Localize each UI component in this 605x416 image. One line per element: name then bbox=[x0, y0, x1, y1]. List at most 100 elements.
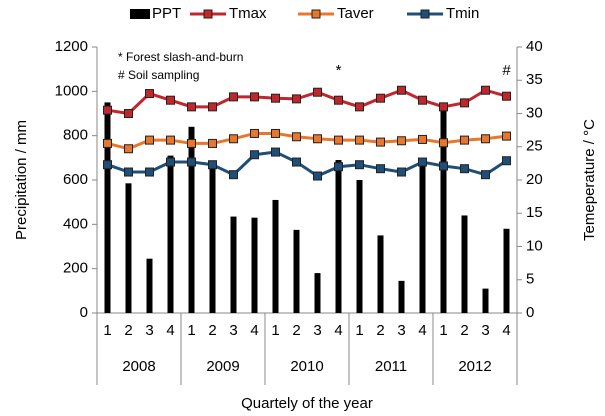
bar bbox=[377, 235, 384, 313]
marker bbox=[502, 131, 511, 141]
legend-label: PPT bbox=[152, 5, 181, 22]
marker bbox=[418, 95, 427, 105]
marker bbox=[145, 89, 154, 99]
marker bbox=[166, 157, 175, 167]
y2-tick-label: 0 bbox=[526, 304, 534, 321]
bar bbox=[314, 273, 321, 313]
marker bbox=[292, 157, 301, 167]
x-axis-title: Quartely of the year bbox=[241, 395, 373, 412]
marker bbox=[208, 160, 217, 170]
marker bbox=[502, 156, 511, 166]
marker bbox=[376, 137, 385, 147]
legend-label: Tmin bbox=[446, 5, 479, 22]
bar bbox=[461, 215, 468, 313]
y2-tick-label: 20 bbox=[526, 171, 543, 188]
bar bbox=[356, 180, 363, 313]
legend-label: Tmax bbox=[229, 5, 267, 22]
marker bbox=[481, 170, 490, 180]
bar bbox=[440, 104, 447, 313]
y2-tick-label: 10 bbox=[526, 237, 543, 254]
marker bbox=[124, 167, 133, 177]
marker bbox=[229, 134, 238, 144]
marker bbox=[187, 102, 196, 112]
marker bbox=[439, 138, 448, 148]
y2-tick-label: 30 bbox=[526, 104, 543, 121]
marker bbox=[397, 136, 406, 146]
marker bbox=[481, 85, 490, 95]
group-label: 2011 bbox=[375, 358, 407, 375]
y2-tick-label: 25 bbox=[526, 138, 543, 155]
x-tick-label: 3 bbox=[481, 322, 489, 339]
x-tick-label: 4 bbox=[166, 322, 174, 339]
bar bbox=[503, 228, 510, 313]
y2-tick-label: 15 bbox=[526, 204, 543, 221]
marker bbox=[145, 167, 154, 177]
y-tick-label: 1200 bbox=[55, 38, 88, 55]
marker bbox=[271, 93, 280, 103]
x-tick-label: 2 bbox=[208, 322, 216, 339]
marker bbox=[418, 134, 427, 144]
marker bbox=[481, 134, 490, 144]
marker bbox=[355, 160, 364, 170]
annotation: # bbox=[502, 62, 511, 79]
x-tick-label: 3 bbox=[397, 322, 405, 339]
marker bbox=[187, 157, 196, 167]
bar bbox=[398, 280, 405, 313]
marker bbox=[334, 162, 343, 172]
y-tick-label: 200 bbox=[63, 260, 88, 277]
x-tick-label: 2 bbox=[460, 322, 468, 339]
x-tick-label: 3 bbox=[145, 322, 153, 339]
y2-tick-label: 5 bbox=[526, 271, 534, 288]
x-tick-label: 4 bbox=[502, 322, 510, 339]
y-tick-label: 400 bbox=[63, 215, 88, 232]
marker bbox=[334, 135, 343, 145]
group-label: 2012 bbox=[458, 358, 491, 375]
y-tick-label: 800 bbox=[63, 127, 88, 144]
legend-swatch bbox=[203, 9, 213, 19]
marker bbox=[313, 87, 322, 97]
marker bbox=[103, 138, 112, 148]
marker bbox=[460, 98, 469, 108]
x-tick-label: 3 bbox=[313, 322, 321, 339]
x-tick-label: 1 bbox=[271, 322, 279, 339]
y2-tick-label: 35 bbox=[526, 71, 543, 88]
annotation: * bbox=[336, 62, 342, 79]
marker bbox=[376, 93, 385, 103]
marker bbox=[502, 91, 511, 101]
bar bbox=[293, 229, 300, 313]
bar bbox=[167, 155, 174, 313]
marker bbox=[187, 138, 196, 148]
x-tick-label: 1 bbox=[187, 322, 195, 339]
legend-swatch bbox=[130, 9, 150, 19]
bar bbox=[335, 160, 342, 313]
marker bbox=[124, 144, 133, 154]
group-label: 2008 bbox=[122, 358, 155, 375]
marker bbox=[292, 132, 301, 142]
marker bbox=[376, 164, 385, 174]
marker bbox=[208, 102, 217, 112]
marker bbox=[166, 135, 175, 145]
x-tick-label: 4 bbox=[250, 322, 258, 339]
bar bbox=[125, 183, 132, 313]
marker bbox=[292, 94, 301, 104]
marker bbox=[166, 95, 175, 105]
x-tick-label: 4 bbox=[418, 322, 426, 339]
y-tick-label: 0 bbox=[80, 304, 88, 321]
marker bbox=[439, 102, 448, 112]
legend-swatch bbox=[311, 9, 321, 19]
y-axis-title: Precipitation / mm bbox=[13, 120, 30, 240]
marker bbox=[313, 134, 322, 144]
marker bbox=[355, 102, 364, 112]
marker bbox=[250, 92, 259, 102]
bar bbox=[230, 216, 237, 313]
marker bbox=[208, 138, 217, 148]
y-tick-label: 1000 bbox=[55, 82, 88, 99]
marker bbox=[145, 135, 154, 145]
group-label: 2010 bbox=[290, 358, 323, 375]
marker bbox=[397, 167, 406, 177]
x-tick-label: 1 bbox=[103, 322, 111, 339]
bar bbox=[419, 160, 426, 313]
marker bbox=[124, 109, 133, 118]
marker bbox=[103, 105, 112, 115]
